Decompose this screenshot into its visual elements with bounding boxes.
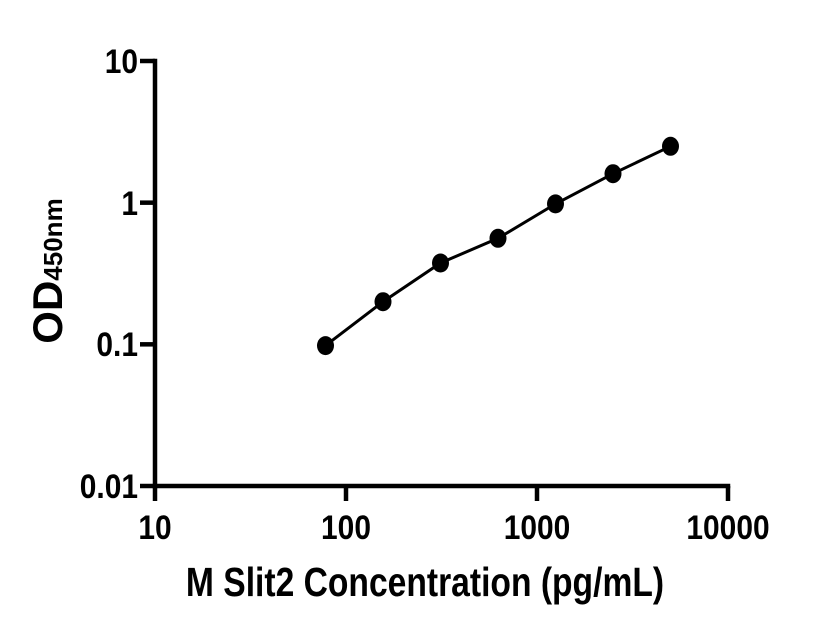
- y-axis-tick-label: 0.01: [79, 468, 138, 506]
- y-axis-tick-label: 10: [104, 43, 138, 81]
- x-axis-tick-label: 10000: [686, 509, 770, 547]
- data-point-marker: [547, 194, 564, 214]
- x-axis-tick-label: 1000: [503, 509, 571, 547]
- data-point-marker: [317, 336, 334, 356]
- y-axis-title-main: OD: [24, 280, 71, 344]
- data-point-marker: [662, 136, 679, 156]
- x-axis-title: M Slit2 Concentration (pg/mL): [185, 559, 665, 605]
- data-point-marker: [604, 164, 622, 184]
- x-axis-tick-label: 10: [138, 509, 172, 547]
- data-point-marker: [374, 292, 392, 312]
- y-axis-tick-label: 0.1: [96, 326, 138, 365]
- y-axis-title-subscript: 450nm: [38, 198, 68, 281]
- y-axis-tick-label: 1: [121, 184, 138, 223]
- y-axis-title: OD450nm: [24, 198, 71, 344]
- data-point-marker: [489, 228, 507, 248]
- data-point-marker: [432, 253, 449, 273]
- x-axis-tick-label: 100: [321, 509, 371, 547]
